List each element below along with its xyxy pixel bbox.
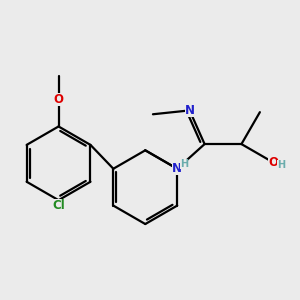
Text: H: H (277, 160, 285, 170)
Text: N: N (184, 104, 195, 117)
Text: Cl: Cl (52, 199, 65, 212)
Text: N: N (172, 162, 182, 175)
Text: O: O (268, 156, 278, 169)
Text: O: O (53, 93, 64, 106)
Text: H: H (180, 159, 188, 170)
